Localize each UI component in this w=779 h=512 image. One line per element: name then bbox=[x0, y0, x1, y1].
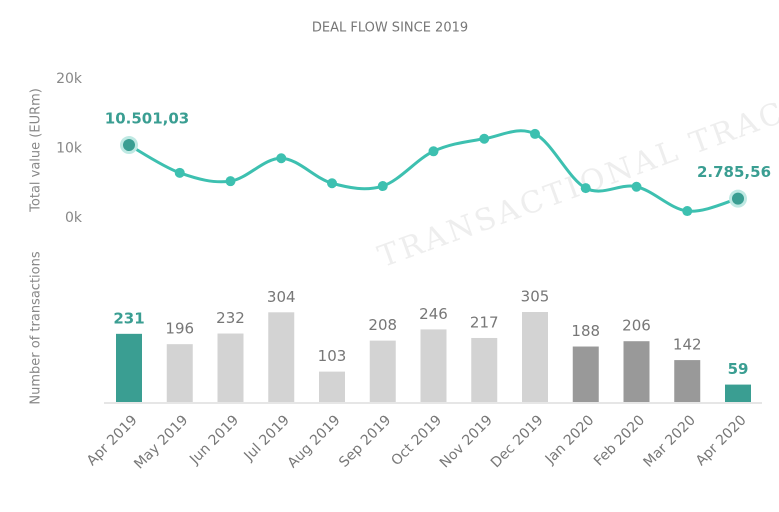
value-label: 59 bbox=[728, 360, 749, 378]
x-tick-label: Nov 2019 bbox=[437, 412, 496, 471]
point bbox=[479, 133, 490, 144]
bar bbox=[725, 384, 751, 402]
point bbox=[732, 192, 744, 205]
point bbox=[225, 176, 236, 187]
point bbox=[377, 181, 388, 192]
bar bbox=[369, 340, 396, 402]
point bbox=[580, 183, 591, 194]
value-label: 206 bbox=[622, 317, 651, 335]
point bbox=[174, 167, 185, 178]
bar bbox=[623, 341, 650, 402]
value-label: 246 bbox=[419, 305, 448, 323]
value-label: 2.785,56 bbox=[697, 163, 771, 181]
bar bbox=[471, 337, 498, 402]
bar bbox=[522, 312, 548, 402]
value-label: 232 bbox=[216, 309, 245, 327]
point bbox=[123, 139, 135, 152]
value-label: 217 bbox=[470, 313, 499, 331]
bar bbox=[674, 360, 701, 402]
value-label: 103 bbox=[318, 347, 347, 365]
point bbox=[327, 178, 337, 189]
point bbox=[428, 146, 439, 157]
value-label: 231 bbox=[113, 309, 144, 327]
bar bbox=[217, 333, 244, 402]
value-label: 10.501,03 bbox=[105, 110, 189, 128]
x-tick-label: May 2019 bbox=[131, 412, 191, 472]
x-tick-label: Jan 2020 bbox=[542, 412, 598, 468]
point bbox=[276, 153, 287, 164]
x-tick-label: Apr 2020 bbox=[693, 412, 750, 469]
y-axis-label: Number of transactions bbox=[29, 251, 44, 404]
bar bbox=[116, 333, 142, 402]
value-label: 196 bbox=[165, 320, 194, 338]
y-tick-label: 0k bbox=[65, 210, 83, 226]
value-label: 208 bbox=[368, 316, 397, 334]
bar bbox=[420, 329, 447, 402]
x-tick-label: Mar 2020 bbox=[641, 412, 699, 470]
chart-title: DEAL FLOW SINCE 2019 bbox=[312, 21, 468, 36]
x-tick-label: Jun 2019 bbox=[186, 412, 242, 468]
value-label: 305 bbox=[521, 288, 550, 306]
value-label: 188 bbox=[571, 322, 600, 340]
point bbox=[631, 181, 642, 192]
bar bbox=[572, 346, 599, 402]
x-tick-label: Feb 2020 bbox=[591, 412, 648, 469]
bar bbox=[166, 344, 193, 402]
y-tick-label: 10k bbox=[56, 141, 83, 157]
value-label: 142 bbox=[673, 336, 702, 354]
x-tick-label: Sep 2019 bbox=[336, 412, 394, 470]
value-label: 304 bbox=[267, 288, 296, 306]
point bbox=[682, 206, 693, 217]
x-tick-label: Jul 2019 bbox=[241, 412, 293, 464]
point bbox=[530, 128, 540, 139]
x-tick-label: Aug 2019 bbox=[285, 412, 344, 471]
bar bbox=[319, 371, 345, 402]
x-tick-label: Dec 2019 bbox=[488, 412, 547, 471]
y-axis-label: Total value (EURm) bbox=[29, 88, 44, 213]
y-tick-label: 20k bbox=[56, 71, 83, 87]
bar bbox=[268, 312, 295, 402]
